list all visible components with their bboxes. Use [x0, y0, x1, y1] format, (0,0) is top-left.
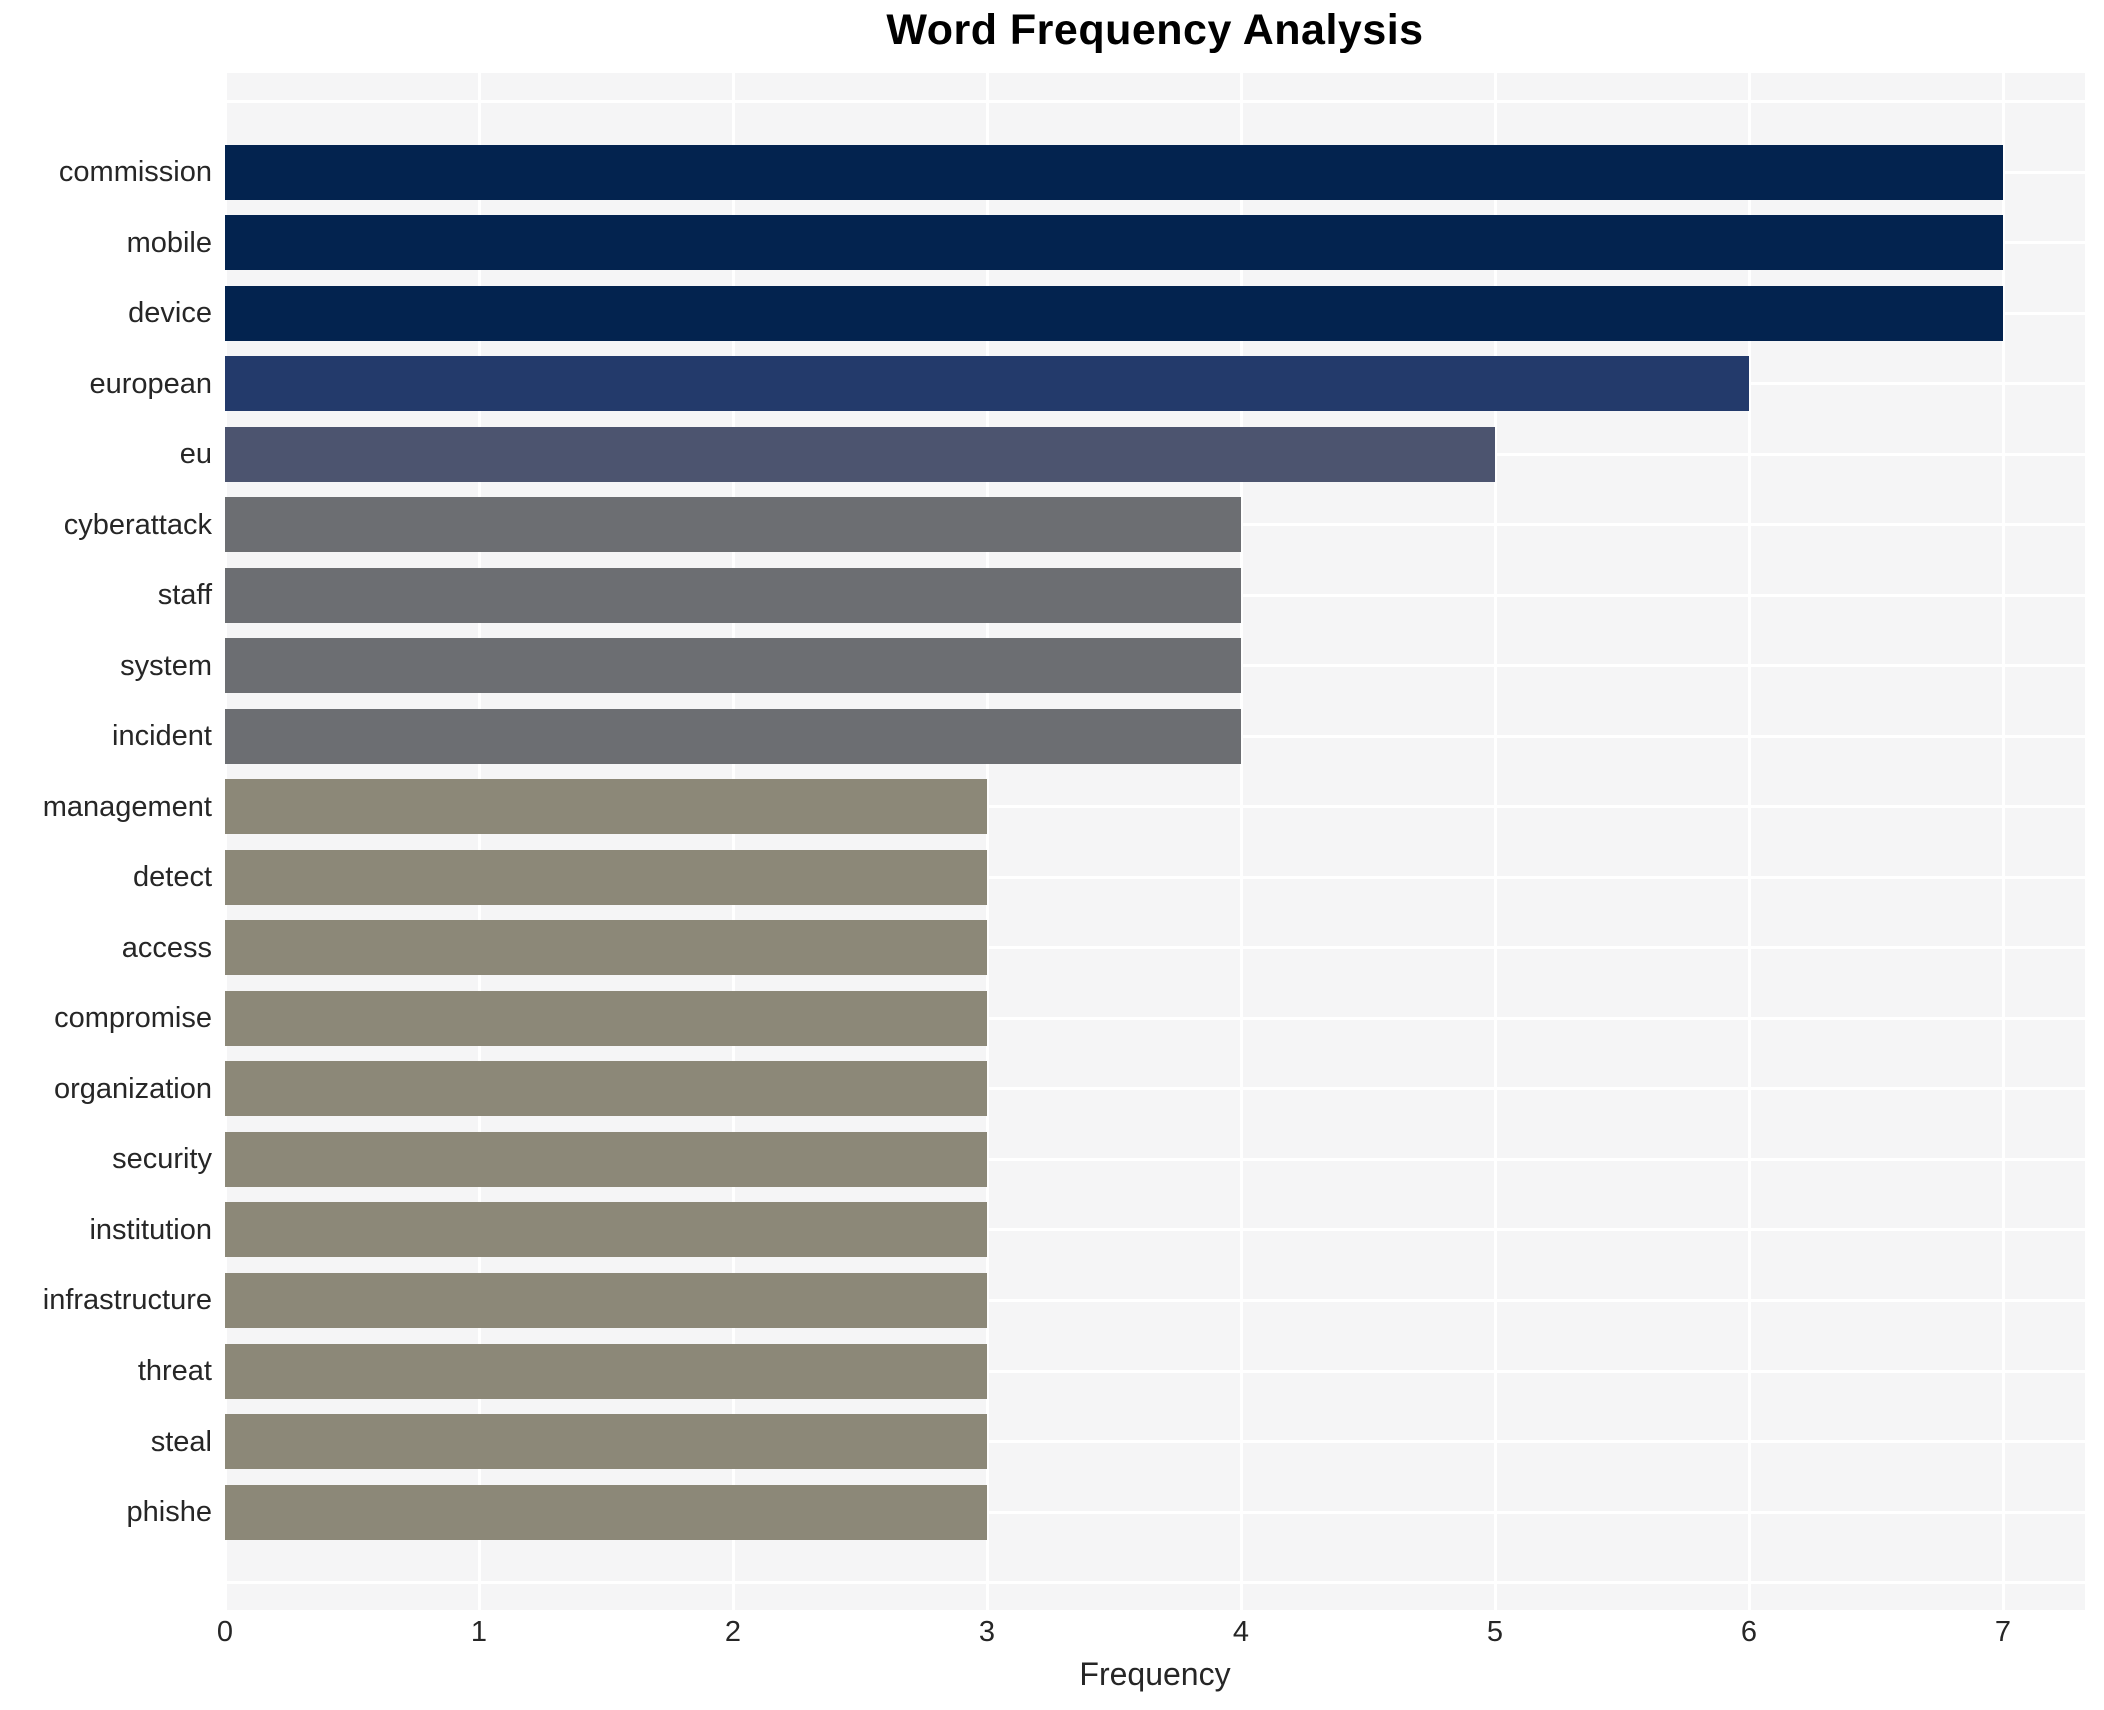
y-tick-label-security: security — [112, 1143, 212, 1176]
horizontal-gridline — [225, 1016, 2085, 1020]
y-tick-label-institution: institution — [89, 1213, 212, 1246]
x-tick-label-6: 6 — [1740, 1616, 1758, 1648]
y-tick-label-cyberattack: cyberattack — [63, 508, 212, 541]
y-tick-label-phishe: phishe — [126, 1496, 212, 1529]
x-tick-label-1: 1 — [470, 1616, 488, 1648]
horizontal-gridline — [225, 1157, 2085, 1161]
horizontal-gridline — [225, 946, 2085, 950]
vertical-gridline-1 — [477, 73, 481, 1610]
bar-staff — [225, 567, 1241, 623]
bar-steal — [225, 1414, 987, 1470]
horizontal-gridline — [225, 99, 2085, 103]
bar-commission — [225, 144, 2003, 200]
bar-access — [225, 920, 987, 976]
y-tick-label-mobile: mobile — [126, 226, 212, 259]
vertical-gridline-2 — [731, 73, 735, 1610]
horizontal-gridline — [225, 1581, 2085, 1585]
y-tick-label-threat: threat — [137, 1355, 212, 1387]
bar-institution — [225, 1202, 987, 1258]
bar-phishe — [225, 1484, 987, 1540]
y-tick-label-infrastructure: infrastructure — [42, 1284, 212, 1317]
x-tick-label-7: 7 — [1994, 1616, 2012, 1648]
horizontal-gridline — [225, 1298, 2085, 1302]
bar-threat — [225, 1343, 987, 1399]
horizontal-gridline — [225, 1228, 2085, 1232]
x-axis-title: Frequency — [1079, 1656, 1231, 1692]
bar-mobile — [225, 215, 2003, 271]
horizontal-gridline — [225, 1369, 2085, 1373]
bar-detect — [225, 849, 987, 905]
bar-compromise — [225, 990, 987, 1046]
bar-security — [225, 1131, 987, 1187]
bar-system — [225, 638, 1241, 694]
x-tick-label-2: 2 — [724, 1616, 742, 1648]
y-tick-label-access: access — [121, 931, 212, 964]
vertical-gridline-3 — [985, 73, 989, 1610]
bar-cyberattack — [225, 497, 1241, 553]
horizontal-gridline — [225, 1510, 2085, 1514]
y-tick-label-compromise: compromise — [54, 1002, 212, 1035]
bar-management — [225, 779, 987, 835]
x-tick-label-4: 4 — [1232, 1616, 1250, 1648]
y-tick-label-european: european — [89, 367, 212, 400]
y-tick-label-eu: eu — [179, 438, 212, 471]
y-tick-label-system: system — [120, 649, 212, 682]
y-tick-label-incident: incident — [112, 720, 212, 753]
vertical-gridline-7 — [2001, 73, 2005, 1610]
x-tick-label-0: 0 — [216, 1616, 234, 1648]
vertical-gridline-5 — [1493, 73, 1497, 1610]
horizontal-gridline — [225, 875, 2085, 879]
x-tick-label-3: 3 — [978, 1616, 996, 1648]
horizontal-gridline — [225, 1440, 2085, 1444]
vertical-gridline-4 — [1239, 73, 1243, 1610]
bar-eu — [225, 426, 1495, 482]
bar-organization — [225, 1061, 987, 1117]
y-tick-label-staff: staff — [157, 579, 212, 612]
bar-european — [225, 356, 1749, 412]
y-tick-label-detect: detect — [133, 861, 212, 894]
plot-area — [223, 73, 2085, 1610]
x-tick-label-5: 5 — [1486, 1616, 1504, 1648]
horizontal-gridline — [225, 805, 2085, 809]
horizontal-gridline — [225, 1087, 2085, 1091]
y-tick-label-commission: commission — [58, 156, 212, 188]
vertical-gridline-6 — [1747, 73, 1751, 1610]
y-tick-label-steal: steal — [150, 1425, 212, 1458]
chart-title: Word Frequency Analysis — [886, 6, 1424, 54]
y-tick-label-management: management — [42, 790, 212, 823]
y-tick-label-device: device — [128, 297, 212, 330]
bar-incident — [225, 708, 1241, 764]
bar-device — [225, 285, 2003, 341]
bar-infrastructure — [225, 1272, 987, 1328]
vertical-gridline-0 — [223, 73, 227, 1610]
y-tick-label-organization: organization — [54, 1072, 212, 1105]
